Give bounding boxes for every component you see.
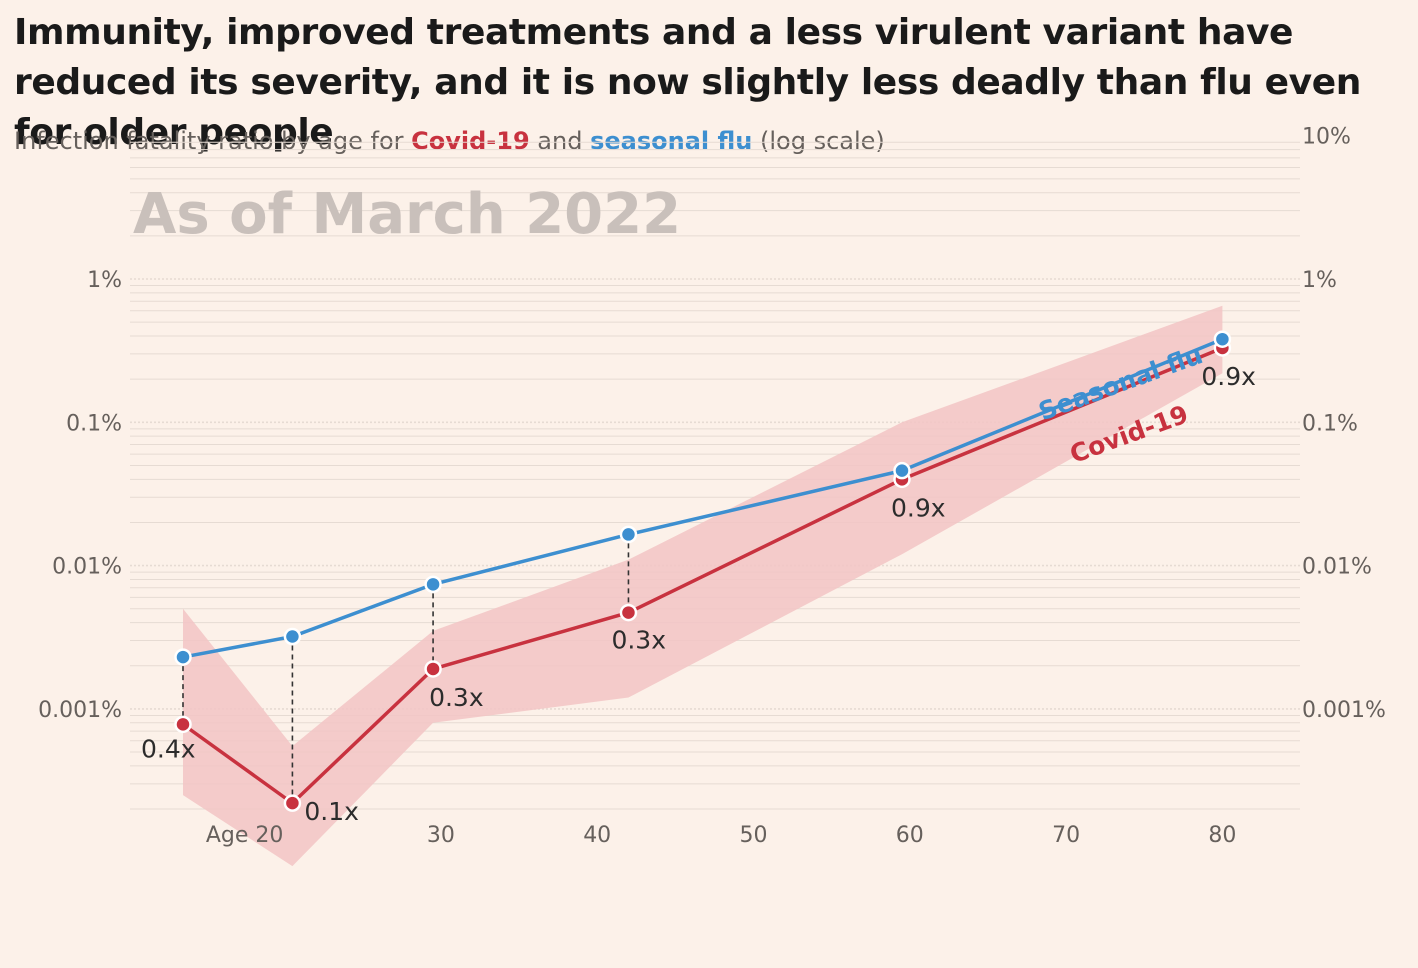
flu-point	[1213, 330, 1232, 348]
covid-line	[181, 346, 1224, 805]
ratio-label: 0.9x	[1201, 362, 1256, 391]
ratio-label: 0.1x	[304, 797, 359, 826]
flu-line	[182, 337, 1224, 659]
x-tick-label: 70	[1052, 823, 1080, 848]
x-tick-label: Age 20	[206, 823, 284, 848]
y-tick-label-right: 10%	[1302, 125, 1351, 150]
y-tick-label-left: 0.01%	[52, 555, 122, 580]
flu-point	[619, 525, 638, 544]
ratio-label: 0.3x	[429, 683, 484, 712]
chart-title: As of March 2022	[133, 182, 681, 247]
axis-labels: 1% 0.1% 0.01% 0.001% 10% 1% 0.1% 0.01% 0.001% Age…	[38, 125, 1386, 848]
y-tick-label-left: 1%	[87, 268, 122, 293]
series-lines	[174, 330, 1232, 812]
x-tick-label: 50	[739, 823, 767, 848]
y-tick-label-right: 1%	[1302, 268, 1337, 293]
y-tick-label-left: 0.001%	[38, 698, 122, 723]
covid-point	[424, 660, 442, 678]
x-tick-label: 60	[896, 823, 924, 848]
flu-point	[174, 648, 192, 666]
subtitle-flu-label: seasonal flu	[590, 127, 753, 155]
y-tick-label-right: 0.001%	[1302, 698, 1386, 723]
covid-point	[174, 715, 192, 734]
subtitle-covid-label: Covid-19	[411, 127, 530, 155]
x-tick-label: 80	[1208, 823, 1236, 848]
y-tick-label-left: 0.1%	[66, 411, 122, 436]
subtitle-prefix: Infection fatality ratio by age for	[14, 127, 412, 155]
ratio-label: 0.4x	[141, 734, 196, 763]
y-tick-label-right: 0.1%	[1302, 411, 1358, 436]
flu-point	[893, 461, 911, 480]
x-tick-label: 40	[583, 823, 611, 848]
y-tick-label-right: 0.01%	[1302, 555, 1372, 580]
subtitle-suffix: (log scale)	[752, 127, 885, 155]
subtitle-middle: and	[529, 127, 591, 155]
flu-point	[283, 627, 302, 646]
x-tick-label: 30	[427, 823, 455, 848]
covid-point	[283, 794, 302, 812]
ratio-label: 0.9x	[891, 493, 946, 522]
covid-point	[619, 603, 638, 622]
ratio-label: 0.3x	[611, 626, 666, 655]
flu-point	[424, 575, 442, 594]
subtitle: Infection fatality ratio by age for Covi…	[14, 127, 885, 155]
headline: Immunity, improved treatments and a less…	[14, 12, 1361, 153]
